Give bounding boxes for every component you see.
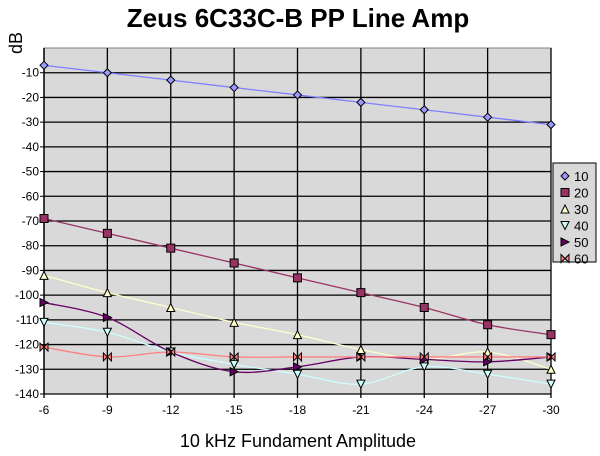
legend-label: 10 (574, 169, 588, 184)
data-point-10 (102, 68, 113, 78)
data-point-40 (546, 379, 556, 390)
data-point-20 (229, 258, 239, 268)
data-point-10 (419, 105, 429, 115)
legend-label: 20 (574, 186, 588, 201)
y-tick-label: -130 (15, 362, 39, 376)
chart-title: Zeus 6C33C-B PP Line Amp (127, 3, 469, 33)
data-point-30 (546, 364, 556, 374)
data-point-10 (546, 119, 556, 130)
x-tick-label: -18 (289, 403, 307, 417)
data-point-50 (102, 312, 113, 323)
data-point-20 (419, 303, 429, 312)
data-point-40 (356, 379, 366, 390)
data-point-60 (293, 351, 302, 363)
data-point-10 (166, 75, 176, 85)
data-point-20 (483, 320, 493, 330)
legend-marker-60 (560, 253, 570, 264)
data-point-40 (102, 327, 113, 338)
data-point-20 (102, 228, 112, 238)
series-10 (39, 60, 556, 130)
data-point-60 (166, 346, 176, 358)
legend-label: 30 (574, 202, 588, 217)
data-point-40 (229, 359, 239, 370)
y-tick-label: -10 (22, 66, 40, 80)
y-tick-label: -50 (22, 165, 40, 179)
data-point-60 (546, 351, 556, 363)
x-tick-label: -6 (39, 403, 50, 417)
data-point-30 (165, 302, 176, 312)
y-tick-label: -40 (22, 140, 40, 154)
y-tick-label: -140 (15, 387, 39, 401)
y-tick-label: -30 (22, 115, 40, 129)
y-tick-label: -70 (22, 214, 40, 228)
data-point-60 (356, 351, 366, 363)
legend-label: 50 (574, 235, 588, 250)
y-tick-label: -90 (22, 263, 40, 277)
data-point-30 (102, 287, 113, 298)
legend-marker-40 (560, 221, 570, 231)
x-tick-label: -30 (542, 403, 560, 417)
data-point-20 (546, 330, 556, 340)
y-axis-label: dB (6, 32, 26, 54)
series-60 (39, 341, 556, 363)
data-point-50 (229, 366, 240, 377)
legend-marker-20 (560, 188, 570, 197)
y-tick-label: -100 (15, 288, 39, 302)
legend-marker-10 (560, 171, 570, 181)
data-point-20 (293, 273, 302, 283)
data-point-60 (102, 351, 112, 363)
legend-label: 40 (574, 219, 588, 234)
x-tick-label: -9 (102, 403, 113, 417)
data-point-20 (39, 214, 49, 224)
data-point-30 (39, 270, 49, 280)
data-point-10 (39, 60, 49, 71)
data-point-10 (356, 97, 366, 108)
x-tick-label: -12 (162, 403, 180, 417)
data-point-40 (419, 362, 430, 372)
x-tick-label: -21 (352, 403, 370, 417)
data-point-40 (39, 317, 49, 328)
x-tick-label: -27 (479, 403, 497, 417)
data-point-50 (483, 357, 493, 367)
series-group (39, 60, 557, 390)
series-30 (39, 270, 556, 374)
data-point-60 (229, 351, 239, 363)
data-point-60 (39, 341, 49, 353)
data-point-10 (482, 112, 493, 122)
data-point-20 (356, 288, 366, 298)
data-point-30 (356, 344, 366, 355)
data-point-20 (166, 243, 176, 253)
x-tick-label: -24 (416, 403, 434, 417)
data-point-40 (482, 369, 493, 380)
data-point-60 (483, 351, 493, 363)
data-point-30 (229, 317, 239, 327)
y-tick-label: -80 (22, 239, 40, 253)
data-point-30 (292, 329, 303, 340)
data-point-10 (229, 82, 239, 93)
y-tick-label: -20 (22, 90, 40, 104)
legend-marker-50 (560, 237, 571, 247)
y-tick-label: -60 (22, 189, 40, 203)
axes: -10 -20 -30 -40 -50 -60 -70 -80 -90 -100 -110 -120 -… (15, 48, 560, 417)
x-axis-label: 10 kHz Fundament Amplitude (180, 431, 416, 451)
data-point-30 (482, 346, 493, 357)
data-point-50 (39, 297, 50, 308)
x-tick-label: -15 (225, 403, 243, 417)
legend-marker-30 (560, 203, 570, 214)
data-point-60 (419, 351, 429, 363)
y-tick-label: -110 (16, 313, 39, 327)
series-20 (39, 214, 556, 340)
legend-box (552, 162, 597, 263)
data-point-10 (292, 90, 303, 100)
data-point-50 (293, 362, 303, 372)
y-tick-label: -120 (15, 338, 39, 352)
legend-label: 60 (574, 252, 588, 267)
data-point-40 (292, 369, 303, 380)
